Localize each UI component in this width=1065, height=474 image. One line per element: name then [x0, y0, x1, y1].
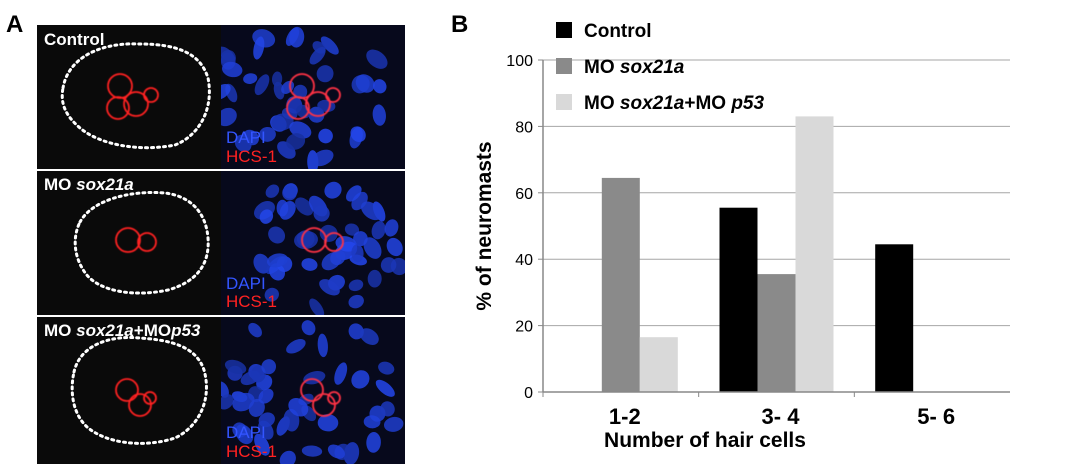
dapi-label: DAPI: [226, 128, 266, 147]
dapi-label: DAPI: [226, 274, 266, 293]
neuromast-outline: [73, 190, 210, 295]
hair-cell-cluster: [115, 227, 157, 253]
neuromast-outline: [70, 335, 208, 445]
panel-a-letter: A: [6, 11, 23, 38]
bar-mo-sox21a-mo-p53-2: [795, 116, 834, 393]
y-axis-title: % of neuromasts: [473, 141, 496, 310]
micrograph-row-mo-sox21a: MO sox21a DAPI HCS-1: [37, 171, 405, 315]
x-category-labels: 1-2 3- 4 5- 6: [609, 404, 955, 429]
y-tick-label: 80: [515, 119, 533, 136]
bar-chart: 0 20 40 60 80 100 1-2 3- 4 5- 6 Number of hair …: [473, 53, 1010, 452]
x-category-label: 5- 6: [917, 404, 955, 429]
y-tick-label: 20: [515, 319, 533, 336]
y-tick-label: 60: [515, 186, 533, 203]
x-category-label: 1-2: [609, 404, 641, 429]
y-tick-labels: 0 20 40 60 80 100: [506, 53, 533, 402]
legend-label: Control: [584, 21, 652, 42]
bar-control-3: [875, 244, 914, 392]
hcs1-label: HCS-1: [226, 442, 277, 461]
micrograph-row-mo-sox21a-mo-p53: MO sox21a+MOp53 DAPI HCS-1: [37, 317, 405, 464]
bar-mo-sox21a-1: [601, 177, 640, 392]
x-axis-title: Number of hair cells: [604, 429, 806, 452]
condition-label: MO sox21a+MOp53: [44, 321, 201, 340]
dapi-label: DAPI: [226, 423, 266, 442]
y-tick-label: 0: [524, 385, 533, 402]
hair-cell-cluster: [300, 378, 341, 417]
micrograph-grid: Control DAPI HCS-1 MO sox21a DAPI HCS-1: [37, 25, 405, 464]
legend: Control MO sox21a MO sox21a+MO p53: [556, 21, 765, 114]
legend-label: MO sox21a+MO p53: [584, 93, 765, 114]
dapi-nuclei: [221, 320, 404, 464]
legend-swatch: [556, 22, 572, 38]
neuromast-outline: [60, 42, 211, 150]
dapi-nuclei: [221, 26, 388, 169]
micrograph-row-control: Control DAPI HCS-1: [37, 25, 405, 169]
dapi-nuclei: [253, 181, 405, 315]
hair-cell-cluster: [115, 378, 157, 417]
legend-swatch: [556, 58, 572, 74]
bar-control-2: [719, 207, 758, 392]
micrograph-hcs1-panel: [37, 25, 221, 169]
x-category-label: 3- 4: [762, 404, 801, 429]
hair-cell-cluster: [301, 227, 344, 253]
bar-mo-sox21a-mo-p53-1: [639, 337, 678, 392]
hair-cell-cluster: [286, 73, 341, 120]
y-tick-label: 40: [515, 252, 533, 269]
hair-cell-cluster: [106, 73, 159, 120]
micrograph-hcs1-panel: [37, 171, 221, 315]
panel-b-letter: B: [451, 11, 468, 38]
y-tick-label: 100: [506, 53, 533, 70]
condition-label: MO sox21a: [44, 175, 134, 194]
legend-label: MO sox21a: [584, 57, 685, 78]
legend-swatch: [556, 94, 572, 110]
hcs1-label: HCS-1: [226, 147, 277, 166]
condition-label: Control: [44, 30, 104, 49]
bars: [601, 116, 914, 393]
micrograph-hcs1-panel: [37, 317, 221, 464]
bar-mo-sox21a-2: [757, 274, 796, 392]
hcs1-label: HCS-1: [226, 292, 277, 311]
